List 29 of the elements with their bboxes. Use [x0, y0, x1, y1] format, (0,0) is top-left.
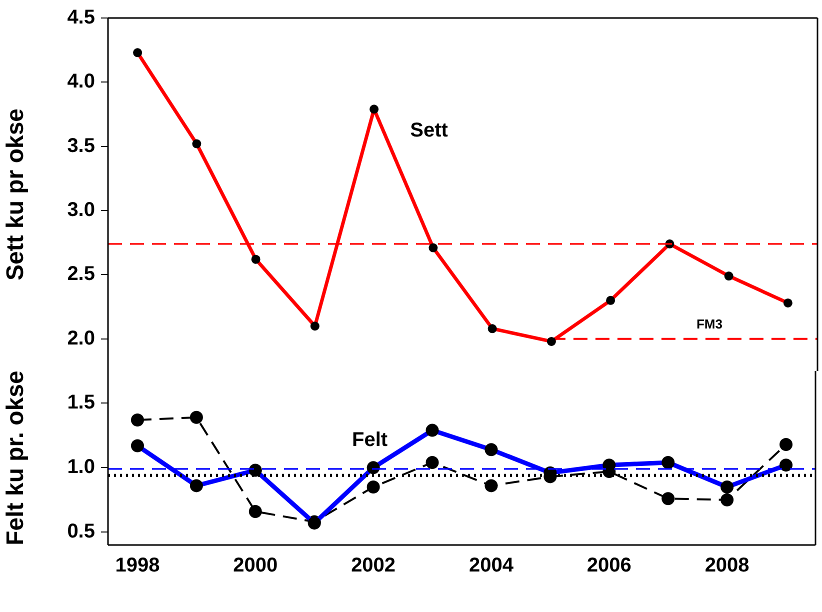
y-tick-label: 3.5: [67, 134, 95, 157]
y-tick-label: 1.5: [67, 392, 95, 414]
x-tick-label: 2004: [468, 554, 514, 577]
y-tick-label: 1.0: [67, 456, 95, 478]
y-axis-title: Sett ku pr okse: [2, 108, 30, 281]
y-axis-title: Felt ku pr. okse: [2, 370, 30, 546]
annotation: Felt: [352, 429, 388, 452]
point: [130, 413, 144, 426]
y-tick-label: 4.0: [67, 70, 95, 93]
point: [190, 410, 203, 424]
y-tick-label: 0.5: [67, 520, 95, 543]
point: [366, 480, 380, 494]
point: [780, 438, 793, 451]
y-tick-label: 2.0: [67, 327, 95, 350]
point: [484, 479, 498, 492]
point: [248, 504, 262, 518]
point: [426, 456, 439, 470]
x-tick-label: 2006: [586, 554, 632, 577]
y-tick-label: 4.5: [67, 6, 95, 29]
series-label: Sett: [410, 120, 448, 142]
series-label: FM3: [696, 316, 722, 332]
x-tick-label: 2008: [704, 554, 750, 577]
y-tick-label: 3.0: [67, 199, 95, 222]
y-tick-label: 2.5: [67, 263, 95, 286]
point: [720, 493, 734, 506]
x-tick-label: 1998: [115, 554, 160, 577]
x-tick-label: 2002: [351, 554, 396, 577]
point: [662, 492, 675, 506]
x-tick-label: 2000: [233, 554, 278, 577]
